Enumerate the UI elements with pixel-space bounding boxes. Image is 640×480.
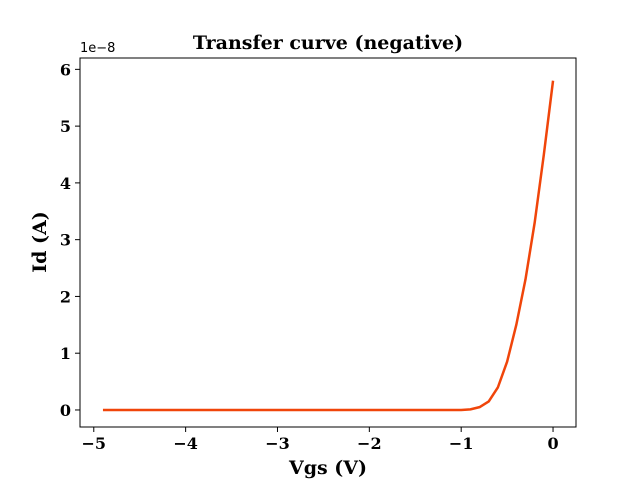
y-tick-label: 0 (60, 401, 71, 420)
x-axis-label: Vgs (V) (288, 457, 367, 479)
x-axis: −5 −4 −3 −2 −1 0 (82, 427, 559, 453)
y-axis: 0 1 2 3 4 5 6 (60, 60, 80, 420)
y-tick-label: 4 (60, 174, 71, 193)
x-tick-label: −2 (357, 434, 382, 453)
plot-frame (79, 57, 577, 428)
x-tick-label: −4 (173, 434, 198, 453)
y-tick-label: 3 (60, 231, 71, 250)
y-tick-label: 6 (60, 60, 71, 79)
x-tick-label: 0 (547, 434, 558, 453)
y-axis-offset-label: 1e−8 (80, 41, 115, 56)
x-tick-label: −3 (265, 434, 290, 453)
y-tick-label: 5 (60, 117, 71, 136)
x-tick-label: −1 (449, 434, 474, 453)
y-axis-label: Id (A) (29, 211, 51, 273)
series-layer (102, 80, 555, 412)
chart-title: Transfer curve (negative) (193, 32, 463, 54)
y-tick-label: 2 (60, 287, 71, 306)
series-line (102, 80, 555, 412)
y-tick-label: 1 (60, 344, 71, 363)
plot-area: −5 −4 −3 −2 −1 0 0 1 2 3 4 5 6 (60, 57, 577, 453)
x-tick-label: −5 (82, 434, 107, 453)
